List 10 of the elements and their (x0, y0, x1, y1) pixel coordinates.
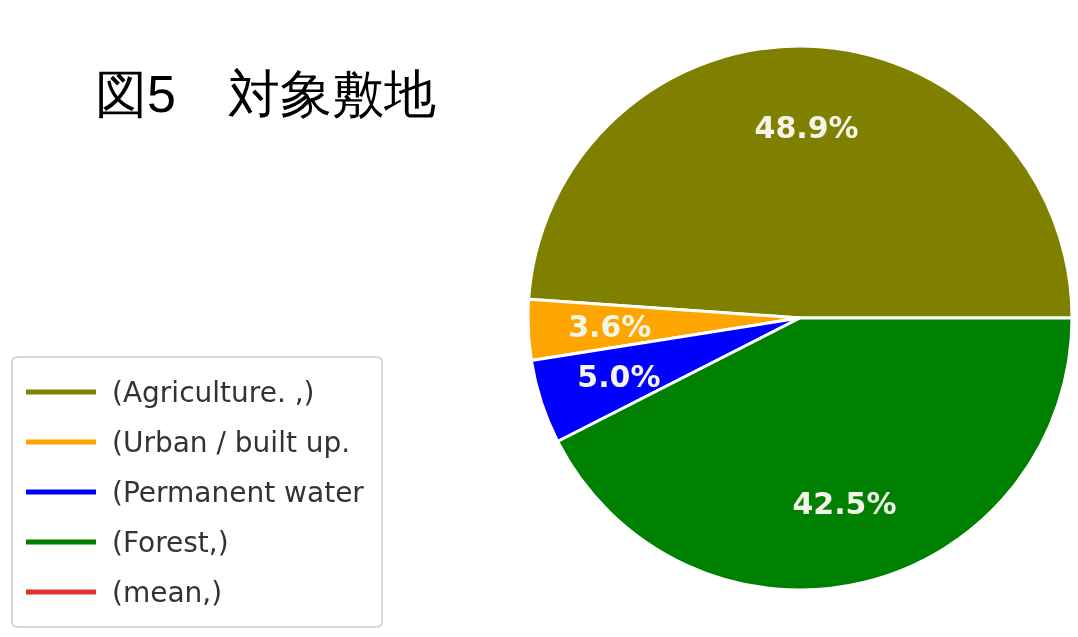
legend-label: (mean,) (112, 575, 223, 609)
data-label: 42.5% (792, 485, 897, 521)
legend-label: (Permanent water (112, 475, 365, 509)
chart-title: 図5 対象敷地 (95, 65, 436, 123)
data-label: 5.0% (577, 359, 661, 395)
data-label: 3.6% (568, 308, 652, 344)
data-label: 48.9% (754, 110, 859, 146)
legend-label: (Forest,) (112, 525, 229, 559)
legend-label: (Urban / built up. (112, 425, 351, 459)
legend-label: (Agriculture. ,) (112, 375, 315, 409)
